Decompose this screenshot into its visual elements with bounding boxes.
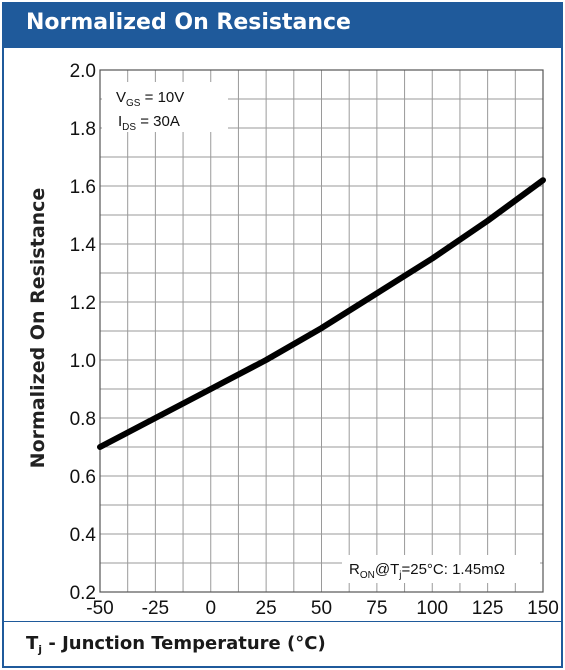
y-tick-label: 2.0 xyxy=(70,61,96,82)
y-tick-label: 1.8 xyxy=(70,119,96,140)
y-tick-label: 1.4 xyxy=(70,235,97,256)
plot-border xyxy=(99,69,544,593)
x-tick-label: 150 xyxy=(527,598,559,619)
chart-header: Normalized On Resistance xyxy=(4,4,561,48)
ron-annotation: RON@Tj=25°C: 1.45mΩ xyxy=(349,561,505,581)
y-tick-label: 1.0 xyxy=(70,351,96,372)
x-tick-label: 75 xyxy=(366,598,387,619)
x-tick-label: -25 xyxy=(142,598,169,619)
x-tick-label: 100 xyxy=(416,598,448,619)
chart-title: Normalized On Resistance xyxy=(26,10,351,35)
y-tick-label: 1.2 xyxy=(70,293,96,314)
y-tick-label: 0.6 xyxy=(70,467,96,488)
y-tick-label: 0.8 xyxy=(70,409,96,430)
x-tick-labels: -50 -25 0 25 50 75 100 125 150 xyxy=(86,598,559,619)
y-tick-label: 1.6 xyxy=(70,177,96,198)
y-tick-labels: 0.2 0.4 0.6 0.8 1.0 1.2 1.4 1.6 1.8 2.0 xyxy=(70,61,97,604)
series-line xyxy=(97,177,546,450)
chart-footer: Tj - Junction Temperature (°C) xyxy=(4,621,561,666)
y-axis-label: Normalized On Resistance xyxy=(27,188,49,469)
y-tick-label: 0.2 xyxy=(70,583,96,604)
x-tick-label: -50 xyxy=(86,598,113,619)
x-tick-label: 25 xyxy=(256,598,277,619)
ids-annotation: IDS = 30A xyxy=(118,113,180,133)
ron-box xyxy=(342,555,540,583)
x-tick-label: 125 xyxy=(472,598,504,619)
x-axis-label: Tj - Junction Temperature (°C) xyxy=(26,633,326,656)
y-tick-label: 0.4 xyxy=(70,525,97,546)
vgs-annotation: VGS = 10V xyxy=(116,89,184,109)
x-tick-label: 0 xyxy=(205,598,216,619)
x-tick-label: 50 xyxy=(311,598,332,619)
conditions-box xyxy=(102,82,228,132)
